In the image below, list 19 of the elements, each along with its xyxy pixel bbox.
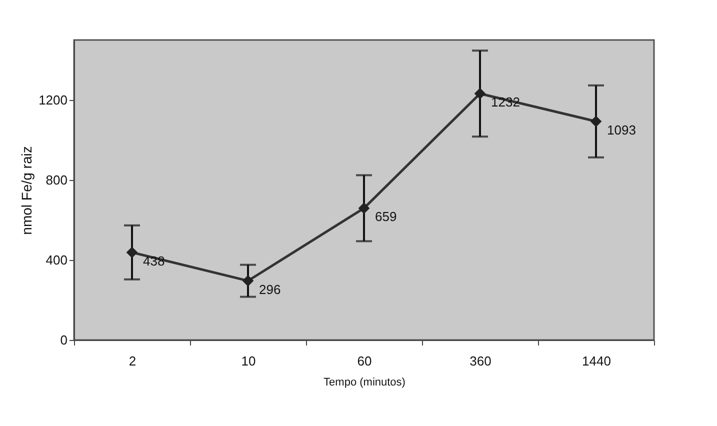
y-tick-label: 1200 xyxy=(38,92,68,108)
point xyxy=(242,275,254,286)
point xyxy=(474,88,486,100)
x-axis-title: Tempo (minutos) xyxy=(324,376,406,388)
y-axis-title: nmol Fe/g raiz xyxy=(18,146,35,235)
point xyxy=(358,202,370,214)
x-tick-label: 60 xyxy=(357,354,372,368)
x-tick-label: 360 xyxy=(470,354,492,368)
y-tick-label: 0 xyxy=(60,332,68,348)
x-tick-label: 2 xyxy=(128,354,136,368)
y-tick-label: 400 xyxy=(46,252,68,268)
point xyxy=(126,246,138,258)
x-tick-label: 10 xyxy=(241,354,256,368)
point xyxy=(590,116,602,128)
y-tick-label: 800 xyxy=(46,172,68,188)
data-label: 1093 xyxy=(607,122,636,138)
data-label: 659 xyxy=(375,209,397,224)
data-label: 296 xyxy=(259,282,281,297)
x-tick-label: 1440 xyxy=(582,354,611,368)
